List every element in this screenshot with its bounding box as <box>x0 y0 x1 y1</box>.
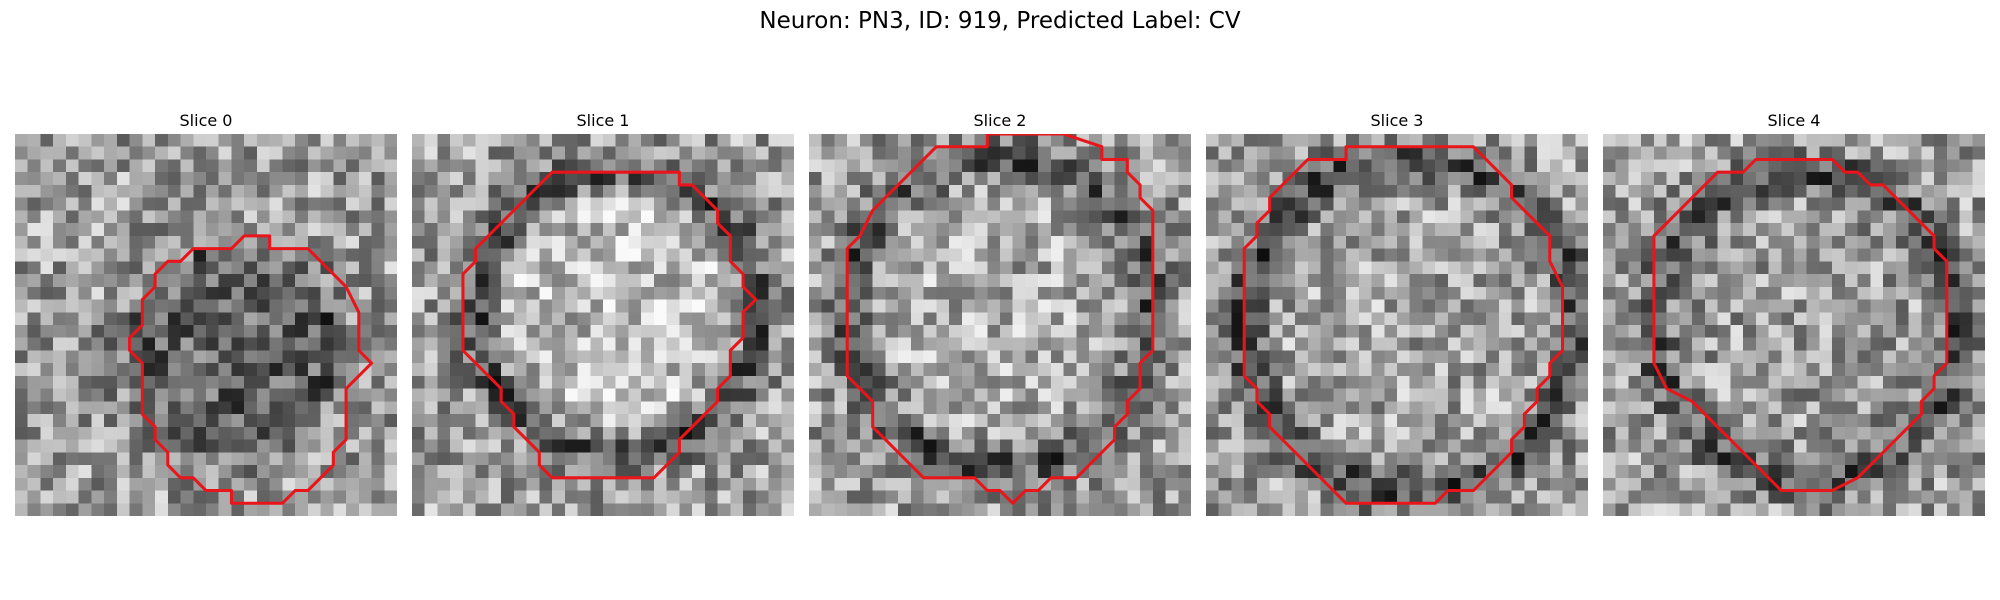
slice-title: Slice 2 <box>973 111 1027 130</box>
slice-panel: Slice 3 <box>1206 108 1588 516</box>
segmentation-contour <box>128 234 374 505</box>
slice-title: Slice 0 <box>179 111 233 130</box>
slice-image <box>809 134 1191 516</box>
slice-panel: Slice 4 <box>1603 108 1985 516</box>
grayscale-pixels <box>1603 134 1985 516</box>
grayscale-pixels <box>15 134 397 516</box>
segmentation-contour <box>1652 157 1949 493</box>
slice-title: Slice 4 <box>1767 111 1821 130</box>
segmentation-contour <box>461 170 758 480</box>
slice-title: Slice 3 <box>1370 111 1424 130</box>
slice-image <box>1603 134 1985 516</box>
segmentation-contour <box>845 134 1155 505</box>
grayscale-pixels <box>412 134 794 516</box>
slice-image <box>412 134 794 516</box>
slice-image <box>1206 134 1588 516</box>
slice-panel: Slice 0 <box>15 108 397 516</box>
grayscale-pixels <box>1206 134 1588 516</box>
slice-title: Slice 1 <box>576 111 630 130</box>
slice-panel: Slice 2 <box>809 108 1191 516</box>
grayscale-pixels <box>809 134 1191 516</box>
segmentation-contour <box>1242 145 1565 505</box>
slice-image <box>15 134 397 516</box>
slice-panel: Slice 1 <box>412 108 794 516</box>
figure-title: Neuron: PN3, ID: 919, Predicted Label: C… <box>759 8 1241 34</box>
